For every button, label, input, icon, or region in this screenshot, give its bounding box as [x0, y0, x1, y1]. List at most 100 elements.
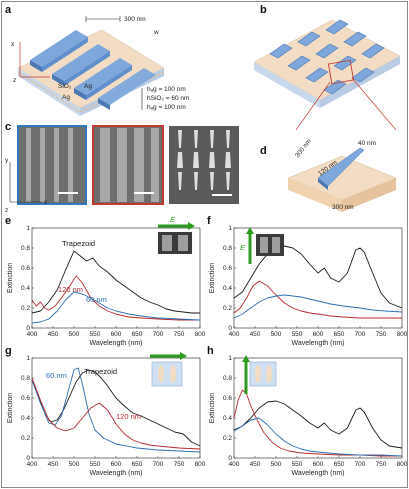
- series-line-60-nm: [233, 417, 403, 457]
- y-tick-label: 0.8: [21, 375, 30, 382]
- y-tick-label: 0.6: [21, 265, 30, 272]
- ag-bottom-label: Ag: [62, 94, 70, 101]
- trapezoid-unit-cell-diagram: 300 nm 40 nm 120 nm 300 nm: [287, 138, 397, 212]
- panel-label-a: a: [5, 4, 12, 16]
- x-tick-label: 650: [132, 461, 143, 468]
- y-tick-label: 0.2: [223, 435, 232, 442]
- y-tick-label: 0: [26, 455, 30, 462]
- y-axis-label: Extinction: [7, 263, 14, 293]
- sio2-label: SiO₂: [58, 83, 72, 90]
- layer-ag-bottom: hₐg = 100 nm: [147, 104, 186, 111]
- chart-e: 400 450 500 550 600 650 700 750 800 0 0.2 0.4 0.6 0.8…: [7, 225, 206, 347]
- x-tick-label: 500: [271, 331, 282, 338]
- x-axis-label: Wavelength (nm): [89, 470, 142, 477]
- inset-g-horizontal-field: [150, 352, 187, 387]
- nanowire-array-diagram: 300 nm w x z SiO₂ Ag Ag hₐg = 100 nm hSi…: [11, 16, 189, 116]
- y-tick-label: 0.6: [223, 395, 232, 402]
- layer-ag-top: hₐg = 100 nm: [147, 86, 186, 93]
- series-line-120-nm: [233, 389, 402, 457]
- axis-z-label: z: [13, 77, 16, 84]
- series-line-60-nm: [31, 291, 201, 324]
- panel-label-e: e: [5, 215, 11, 227]
- y-tick-label: 0: [228, 455, 232, 462]
- x-tick-label: 750: [376, 461, 387, 468]
- series-line-120-nm: [233, 280, 402, 319]
- y-tick-label: 1: [228, 225, 232, 232]
- y-tick-label: 0.4: [223, 415, 232, 422]
- y-tick-label: 1: [228, 355, 232, 362]
- y-tick-label: 1: [26, 225, 30, 232]
- x-tick-label: 500: [69, 331, 80, 338]
- annotation-label: 60 nm: [86, 295, 107, 304]
- x-tick-label: 600: [111, 461, 122, 468]
- field-label-e: E: [170, 215, 176, 224]
- y-tick-label: 1: [26, 355, 30, 362]
- sem-axis-x: x: [44, 199, 48, 206]
- sem-image-trapezoid: [169, 126, 239, 204]
- x-tick-label: 550: [90, 461, 101, 468]
- inset-f-vertical-field: E: [240, 227, 284, 264]
- x-tick-label: 650: [334, 331, 345, 338]
- panel-label-f: f: [207, 215, 211, 227]
- x-tick-label: 450: [250, 461, 261, 468]
- y-axis-label: Extinction: [7, 393, 14, 423]
- dim-300nm-a: 300 nm: [294, 138, 313, 159]
- x-tick-label: 550: [90, 331, 101, 338]
- x-tick-label: 400: [27, 461, 38, 468]
- panel-label-c: c: [5, 121, 11, 133]
- sem-axis-z: z: [5, 207, 8, 214]
- x-tick-label: 800: [397, 331, 407, 338]
- y-tick-label: 0.8: [21, 245, 30, 252]
- inset-h-vertical-field: [242, 355, 277, 394]
- y-tick-label: 0.2: [21, 435, 30, 442]
- x-tick-label: 800: [195, 461, 206, 468]
- x-tick-label: 400: [27, 331, 38, 338]
- y-tick-label: 0.8: [223, 245, 232, 252]
- period-label: 300 nm: [124, 16, 146, 23]
- y-tick-label: 0.4: [21, 285, 30, 292]
- x-tick-label: 750: [174, 331, 185, 338]
- x-tick-label: 400: [229, 461, 240, 468]
- panel-label-h: h: [207, 345, 214, 357]
- y-tick-label: 0.4: [21, 415, 30, 422]
- series-line-trapezoid: [233, 400, 403, 449]
- x-axis-label: Wavelength (nm): [89, 340, 142, 347]
- x-tick-label: 600: [313, 331, 324, 338]
- x-tick-label: 550: [292, 461, 303, 468]
- dim-300nm-b: 300 nm: [332, 204, 354, 211]
- layer-sio2: hSiO₂ = 60 nm: [147, 95, 189, 102]
- x-tick-label: 800: [397, 461, 407, 468]
- panel-label-b: b: [260, 4, 267, 16]
- x-tick-label: 600: [313, 461, 324, 468]
- x-tick-label: 700: [355, 461, 366, 468]
- x-axis-label: Wavelength (nm): [291, 470, 344, 477]
- x-tick-label: 500: [69, 461, 80, 468]
- series-line-120-nm: [31, 377, 201, 450]
- y-tick-label: 0.8: [223, 375, 232, 382]
- sem-image-60nm: [17, 125, 87, 205]
- y-tick-label: 0: [228, 325, 232, 332]
- x-tick-label: 550: [292, 331, 303, 338]
- y-tick-label: 0.6: [21, 395, 30, 402]
- sem-image-120nm: [92, 125, 164, 205]
- x-tick-label: 400: [229, 331, 240, 338]
- x-tick-label: 750: [174, 461, 185, 468]
- annotation-label: 120 nm: [116, 412, 141, 421]
- dim-40nm: 40 nm: [358, 140, 376, 147]
- axis-x-label: x: [11, 41, 15, 48]
- sem-images: y x z: [5, 125, 239, 214]
- y-tick-label: 0: [26, 325, 30, 332]
- x-tick-label: 650: [132, 331, 143, 338]
- x-tick-label: 700: [153, 461, 164, 468]
- y-tick-label: 0.6: [223, 265, 232, 272]
- series-line-120-nm: [31, 275, 200, 321]
- sem-axis-y: y: [5, 157, 9, 164]
- y-tick-label: 0.2: [21, 305, 30, 312]
- panel-label-d: d: [260, 145, 267, 157]
- x-tick-label: 600: [111, 331, 122, 338]
- chart-h: 400 450 500 550 600 650 700 750 800 0 0.2 0.4 0.6 0.8…: [209, 355, 407, 477]
- ag-top-label: Ag: [84, 83, 92, 90]
- y-tick-label: 0.2: [223, 305, 232, 312]
- annotation-label: Trapezoid: [84, 367, 117, 376]
